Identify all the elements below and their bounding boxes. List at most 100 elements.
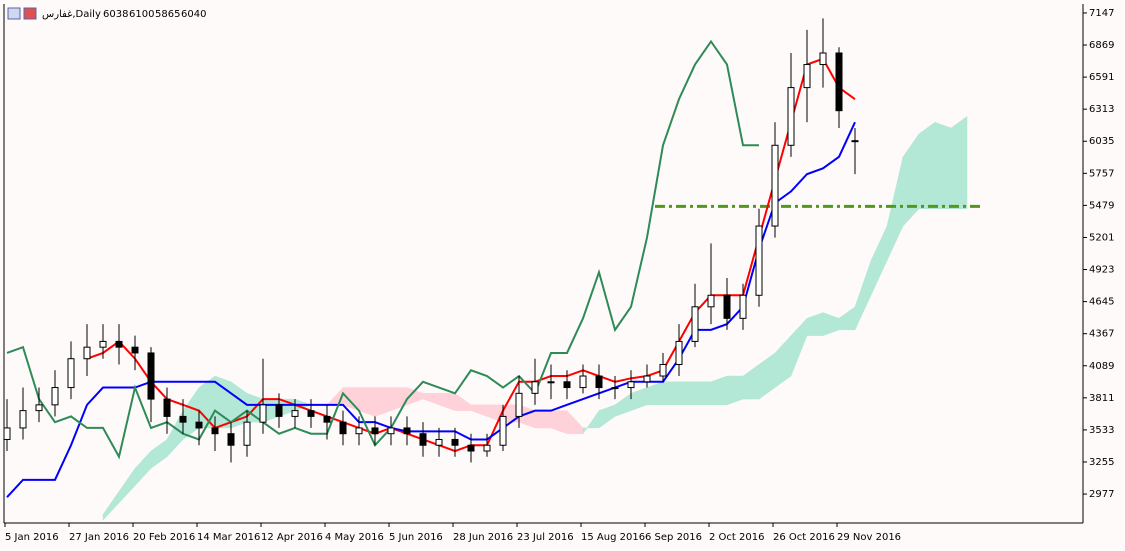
candle-body [819,52,827,66]
y-tick-label: 5201 [1089,232,1114,243]
candle-body [675,340,683,365]
x-tick-label: 28 Jun 2016 [453,532,513,543]
candle-body [739,294,747,319]
y-tick-label: 7147 [1089,8,1114,19]
x-tick-label: 20 Feb 2016 [133,532,195,543]
candle-body [147,352,155,400]
y-tick-label: 4645 [1089,297,1114,308]
cloud-segment [662,381,680,406]
candle-body [499,415,507,446]
candle-body [307,410,315,417]
plot-layers [3,18,984,521]
y-tick-label: 3533 [1089,425,1114,436]
header-low: 5865 [155,9,180,20]
candle-body [531,381,539,394]
candle-body [627,381,635,389]
candle-body [195,421,203,429]
cloud-segment [934,121,952,209]
candle-body [563,381,571,389]
candle-body [291,410,299,417]
cloud-segment [534,410,552,429]
candle-body [99,340,107,348]
indicator-line [6,39,759,460]
candle-body [611,387,619,390]
candle-body [851,140,859,143]
candle-body [691,306,699,342]
x-tick-label: 29 Nov 2016 [837,532,901,543]
x-tick-label: 14 Mar 2016 [197,532,260,543]
header-icons [7,7,37,20]
candle-body [723,294,731,319]
candle-body [787,87,795,146]
candle-body [643,375,651,383]
x-tick-label: 26 Oct 2016 [773,532,835,543]
candle-body [275,404,283,417]
x-tick-label: 6 Sep 2016 [645,532,702,543]
x-tick-label: 23 Jul 2016 [517,532,574,543]
cloud-segment [950,115,968,209]
candle-body [179,415,187,423]
y-tick-label: 5757 [1089,168,1114,179]
candle-body [515,392,523,417]
cloud-segment [694,381,712,406]
header-open: 6038 [103,9,128,20]
icon [23,7,37,20]
candle-body [771,144,779,227]
y-tick-label: 4923 [1089,265,1114,276]
y-tick-label: 5479 [1089,200,1114,211]
candle-body [163,398,171,417]
candle-body [755,225,763,296]
x-tick-label: 5 Jan 2016 [5,532,59,543]
cloud-segment [918,121,936,209]
cloud-segment [678,381,696,406]
y-tick-label: 3255 [1089,457,1114,468]
x-tick-label: 15 Aug 2016 [581,532,645,543]
candle-body [131,346,139,354]
candle-body [579,375,587,389]
x-tick-label: 2 Oct 2016 [709,532,764,543]
y-tick-label: 6035 [1089,136,1114,147]
candle-body [659,363,667,377]
candle-body [419,433,427,446]
candle-body [403,427,411,435]
candle-body [371,427,379,435]
candle-body [451,438,459,446]
candle-body [259,404,267,423]
candle-body [243,421,251,446]
y-tick-label: 6591 [1089,72,1114,83]
candle-body [67,358,75,389]
cloud-layer [102,115,984,521]
candle-body [339,421,347,435]
y-tick-label: 3811 [1089,393,1114,404]
x-tick-label: 5 Jun 2016 [389,532,443,543]
candle-body [435,438,443,446]
candle-body [803,64,811,89]
y-tick-label: 6869 [1089,40,1114,51]
candle-body [387,427,395,435]
x-tick-label: 12 Apr 2016 [261,532,323,543]
x-tick-label: 27 Jan 2016 [69,532,129,543]
y-tick-label: 4367 [1089,329,1114,340]
x-tick-label: 4 May 2016 [325,532,384,543]
y-tick-label: 2977 [1089,489,1114,500]
candle-body [19,410,27,429]
candle-body [83,346,91,360]
header-high: 6100 [129,9,154,20]
candle-body [707,294,715,308]
candle-body [547,381,555,384]
candle-body [483,444,491,452]
candle-body [355,427,363,435]
candle-body [51,387,59,406]
candle-body [467,444,475,452]
candle-body [323,415,331,423]
candle-body [595,375,603,389]
symbol: غفارس,Daily [42,9,101,20]
header-close: 6040 [181,9,206,20]
candles-layer [3,18,859,463]
icon [7,7,21,20]
candle-body [3,427,11,440]
y-tick-label: 4089 [1089,361,1114,372]
